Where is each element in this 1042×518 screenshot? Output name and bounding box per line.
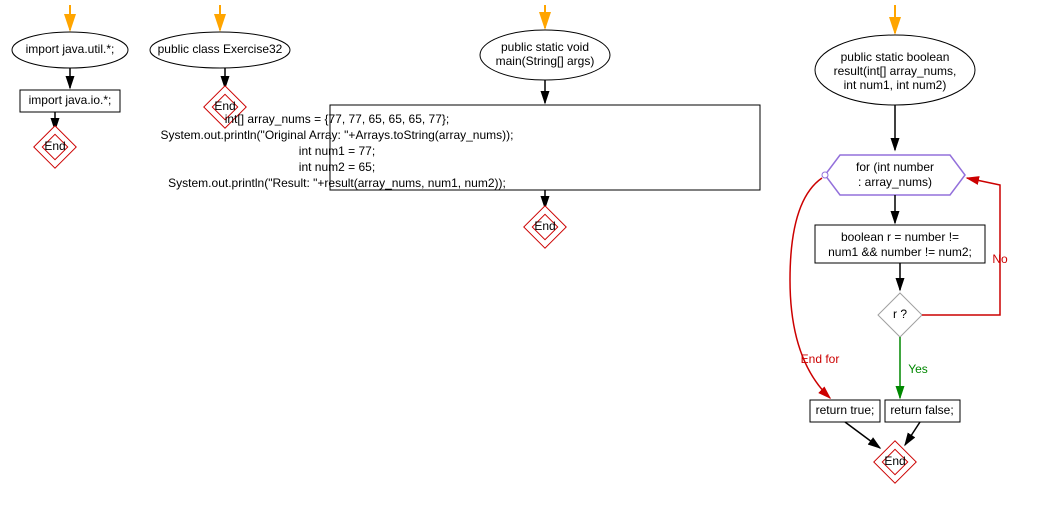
flow4-ret2-text: return false; bbox=[890, 403, 953, 417]
flow4-ellipse-text3: int num1, int num2) bbox=[844, 78, 947, 92]
svg-text:End: End bbox=[534, 219, 555, 233]
svg-text:End: End bbox=[44, 139, 65, 153]
flow4-no-label: No bbox=[992, 252, 1008, 266]
flow3-end: End bbox=[524, 206, 566, 248]
flow3-rect-line0: int[] array_nums = {77, 77, 65, 65, 65, … bbox=[225, 112, 449, 126]
flow4-hex-left-dot bbox=[822, 172, 828, 178]
flow3-rect-line3: int num2 = 65; bbox=[299, 160, 375, 174]
flow4-rect-text2: num1 && number != num2; bbox=[828, 245, 972, 259]
flow3-ellipse-text1: public static void bbox=[501, 40, 589, 54]
flow4-ellipse-text2: result(int[] array_nums, bbox=[834, 64, 957, 78]
flow4-ret1-text: return true; bbox=[816, 403, 875, 417]
flow3-rect-line2: int num1 = 77; bbox=[299, 144, 375, 158]
svg-text:End: End bbox=[214, 99, 235, 113]
flowchart-canvas: import java.util.*; import java.io.*; En… bbox=[0, 0, 1042, 518]
flow3-rect-line1: System.out.println("Original Array: "+Ar… bbox=[161, 128, 514, 142]
flow1-rect-text: import java.io.*; bbox=[29, 93, 112, 107]
flow1-ellipse-text: import java.util.*; bbox=[26, 42, 115, 56]
flow4-hex-text1: for (int number bbox=[856, 160, 934, 174]
flow4-hex-text2: : array_nums) bbox=[858, 175, 932, 189]
flow2-ellipse-text: public class Exercise32 bbox=[158, 42, 283, 56]
flow1-end: End bbox=[34, 126, 76, 168]
flow4-end: End bbox=[874, 441, 916, 483]
flow4-rect-text1: boolean r = number != bbox=[841, 230, 959, 244]
flow4-yes-label: Yes bbox=[908, 362, 928, 376]
flow4-arrow-ret1 bbox=[845, 422, 880, 448]
flow3-ellipse-text2: main(String[] args) bbox=[496, 54, 595, 68]
flow3-rect-line4: System.out.println("Result: "+result(arr… bbox=[168, 176, 506, 190]
flow4-endfor-label: End for bbox=[801, 352, 840, 366]
svg-text:End: End bbox=[884, 454, 905, 468]
flow4-diamond-text: r ? bbox=[893, 307, 907, 321]
flow4-ellipse-text1: public static boolean bbox=[841, 50, 950, 64]
flow4-arrow-ret2 bbox=[905, 422, 920, 445]
